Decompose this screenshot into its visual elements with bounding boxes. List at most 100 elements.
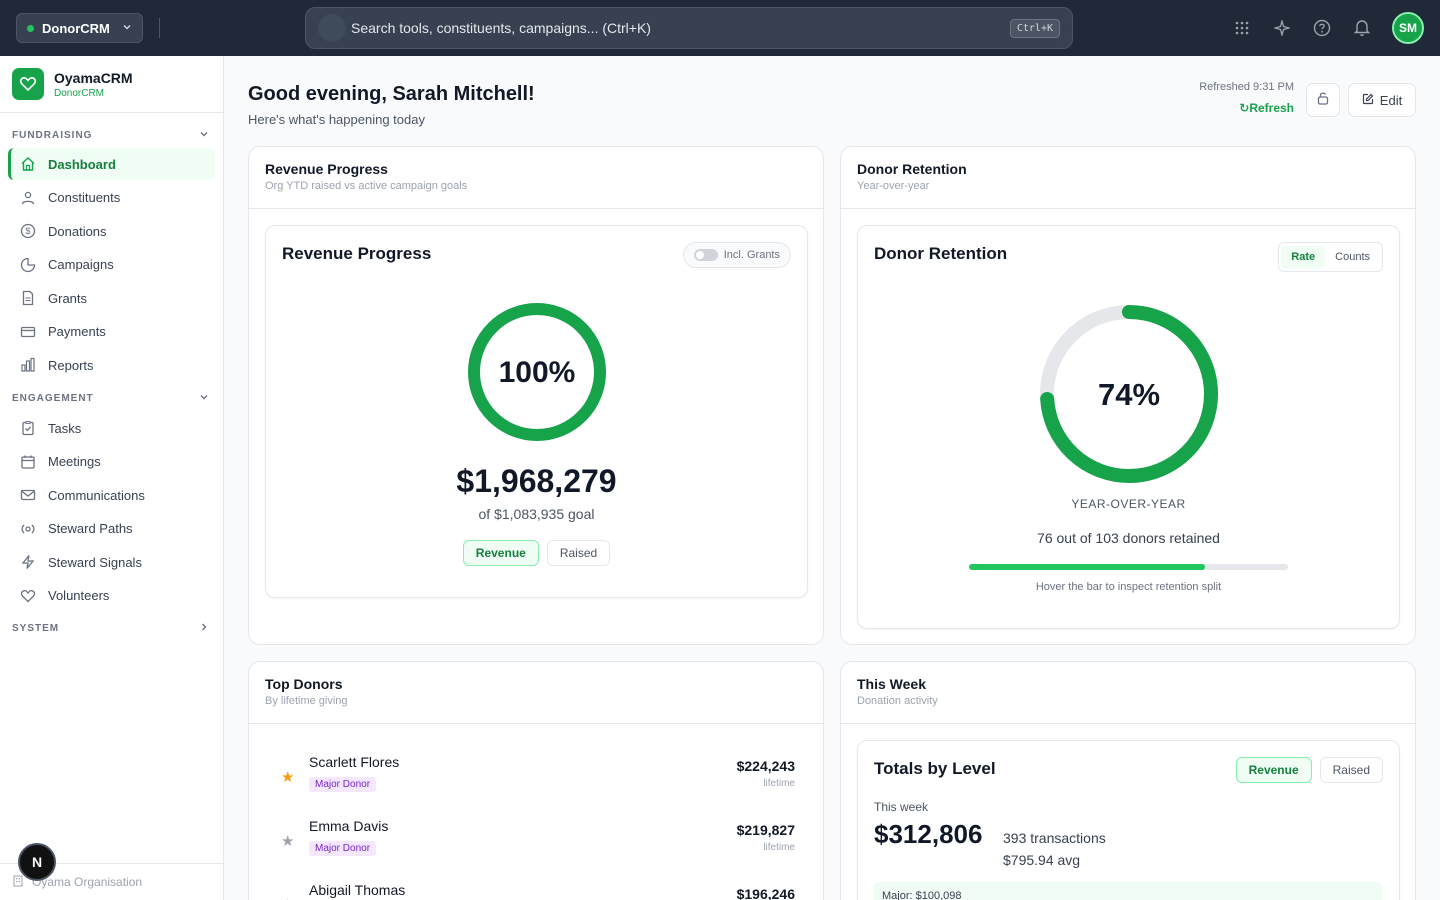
refresh-button[interactable]: ↻Refresh [1239, 101, 1294, 115]
org-switcher[interactable]: Oyama Organisation [0, 863, 223, 900]
rate-counts-switch: Rate Counts [1278, 242, 1383, 272]
section-engagement[interactable]: ENGAGEMENT [0, 387, 223, 409]
widget-title: Revenue Progress [282, 244, 432, 263]
sidebar-item-communications[interactable]: Communications [8, 479, 215, 511]
toggle-switch[interactable] [693, 249, 718, 261]
list-item[interactable]: ★ Scarlett Flores Major Donor $224,243 lifet… [281, 754, 795, 804]
org-name: Oyama Organisation [32, 875, 143, 889]
toggle-label: Incl. Grants [723, 249, 780, 261]
bar-chart-icon [20, 357, 36, 373]
sidebar-item-label: Steward Signals [48, 554, 142, 570]
search-shortcut: Ctrl+K [1009, 18, 1060, 38]
list-item[interactable]: ★ Emma Davis Major Donor $219,827 lifetime [281, 818, 795, 868]
sidebar-item-steward-signals[interactable]: Steward Signals [8, 546, 215, 578]
users-icon [20, 190, 36, 206]
bell-icon[interactable] [1348, 14, 1376, 42]
sidebar-item-payments[interactable]: Payments [8, 316, 215, 348]
card-title: Revenue Progress [265, 161, 388, 177]
file-icon [20, 290, 36, 306]
sidebar-item-label: Dashboard [48, 156, 116, 172]
ring-progress [468, 303, 606, 441]
sidebar-item-reports[interactable]: Reports [8, 349, 215, 381]
section-system[interactable]: SYSTEM [0, 617, 223, 639]
sidebar-item-label: Tasks [48, 420, 82, 436]
brand-name: OyamaCRM [54, 69, 133, 86]
brand[interactable]: OyamaCRM DonorCRM [0, 56, 223, 113]
chevron-down-icon [199, 129, 209, 142]
sparkle-icon[interactable] [1268, 14, 1296, 42]
fundraising-nav: Dashboard Constituents $ Donations Campaigns… [0, 148, 223, 383]
sidebar-item-steward-paths[interactable]: Steward Paths [8, 513, 215, 545]
mail-icon [20, 487, 36, 503]
sidebar: OyamaCRM DonorCRM FUNDRAISING Dashboard C… [0, 56, 224, 900]
sidebar-item-label: Meetings [48, 454, 101, 469]
sidebar-item-donations[interactable]: $ Donations [8, 215, 215, 247]
retention-widget: Donor Retention Rate Counts 74% YEAR-OVE… [857, 225, 1400, 629]
card-subtitle: Donation activity [857, 695, 938, 707]
revenue-widget: Revenue Progress Incl. Grants 100% $1,96… [265, 225, 808, 598]
level-row-major[interactable]: Major: $100,098 [874, 882, 1382, 900]
card-subtitle: Org YTD raised vs active campaign goals [265, 180, 468, 192]
this-week-card: This Week Donation activity Totals by Le… [840, 661, 1416, 900]
sidebar-item-meetings[interactable]: Meetings [8, 446, 215, 478]
star-icon: ★ [281, 769, 295, 786]
donor-badge: Major Donor [309, 841, 377, 856]
average-gift: $795.94 avg [1003, 852, 1081, 868]
search-placeholder: Search tools, constituents, campaigns...… [351, 20, 651, 36]
avatar[interactable]: SM [1392, 12, 1424, 44]
app-switcher-label: DonorCRM [42, 20, 110, 36]
help-icon[interactable] [1308, 14, 1336, 42]
incl-grants-toggle[interactable]: Incl. Grants [682, 242, 791, 268]
counts-tab[interactable]: Counts [1335, 251, 1370, 263]
card-title: Donor Retention [857, 161, 967, 177]
widget-title: Donor Retention [874, 244, 1008, 263]
apps-grid-icon[interactable] [1228, 14, 1256, 42]
week-total: $312,806 [874, 819, 983, 849]
sidebar-item-volunteers[interactable]: Volunteers [8, 580, 215, 612]
unlock-icon [1316, 91, 1330, 110]
card-subtitle: By lifetime giving [265, 695, 348, 707]
list-item[interactable]: ★Abigail Thomas$196,246lifetime [281, 882, 795, 900]
chevron-right-icon [199, 622, 209, 635]
chevron-down-icon [122, 22, 132, 35]
card-subtitle: Year-over-year [857, 180, 930, 192]
edit-button[interactable]: Edit [1348, 83, 1416, 117]
retention-progress-ring: 74% [1040, 305, 1218, 483]
dollar-icon: $ [20, 223, 36, 239]
donor-name: Scarlett Flores [309, 754, 400, 770]
sidebar-item-grants[interactable]: Grants [8, 282, 215, 314]
main-content: Good evening, Sarah Mitchell! Here's wha… [224, 56, 1440, 900]
lifetime-label: lifetime [763, 842, 795, 853]
revenue-button[interactable]: Revenue [1235, 757, 1312, 783]
heart-icon [20, 588, 36, 604]
card-icon [20, 324, 36, 340]
section-fundraising[interactable]: FUNDRAISING [0, 124, 223, 146]
brand-subtitle: DonorCRM [54, 87, 105, 99]
raised-button[interactable]: Raised [1319, 757, 1383, 783]
building-icon [12, 875, 24, 890]
raised-button[interactable]: Raised [546, 540, 611, 566]
top-bar: DonorCRM Search tools, constituents, cam… [0, 0, 1440, 56]
search-icon [318, 14, 346, 42]
ring-percent: 74% [1098, 377, 1160, 412]
top-actions: SM [1216, 0, 1440, 56]
retention-bar[interactable] [969, 564, 1288, 570]
app-switcher[interactable]: DonorCRM [16, 13, 143, 43]
sidebar-item-campaigns[interactable]: Campaigns [8, 249, 215, 281]
sidebar-item-dashboard[interactable]: Dashboard [8, 148, 215, 180]
sidebar-item-tasks[interactable]: Tasks [8, 412, 215, 444]
calendar-icon [20, 454, 36, 470]
divider [159, 18, 160, 38]
sidebar-item-label: Communications [48, 487, 145, 503]
floating-n-button[interactable]: N [18, 843, 56, 881]
donor-badge: Major Donor [309, 777, 377, 792]
sidebar-item-constituents[interactable]: Constituents [8, 182, 215, 214]
revenue-progress-ring: 100% [468, 303, 606, 441]
revenue-button[interactable]: Revenue [462, 540, 539, 566]
page-subtitle: Here's what's happening today [248, 112, 425, 127]
ring-progress [1040, 305, 1218, 483]
sidebar-item-label: Campaigns [48, 257, 114, 272]
search-input[interactable]: Search tools, constituents, campaigns...… [305, 7, 1073, 49]
lock-button[interactable] [1306, 83, 1340, 117]
rate-tab[interactable]: Rate [1281, 246, 1326, 268]
